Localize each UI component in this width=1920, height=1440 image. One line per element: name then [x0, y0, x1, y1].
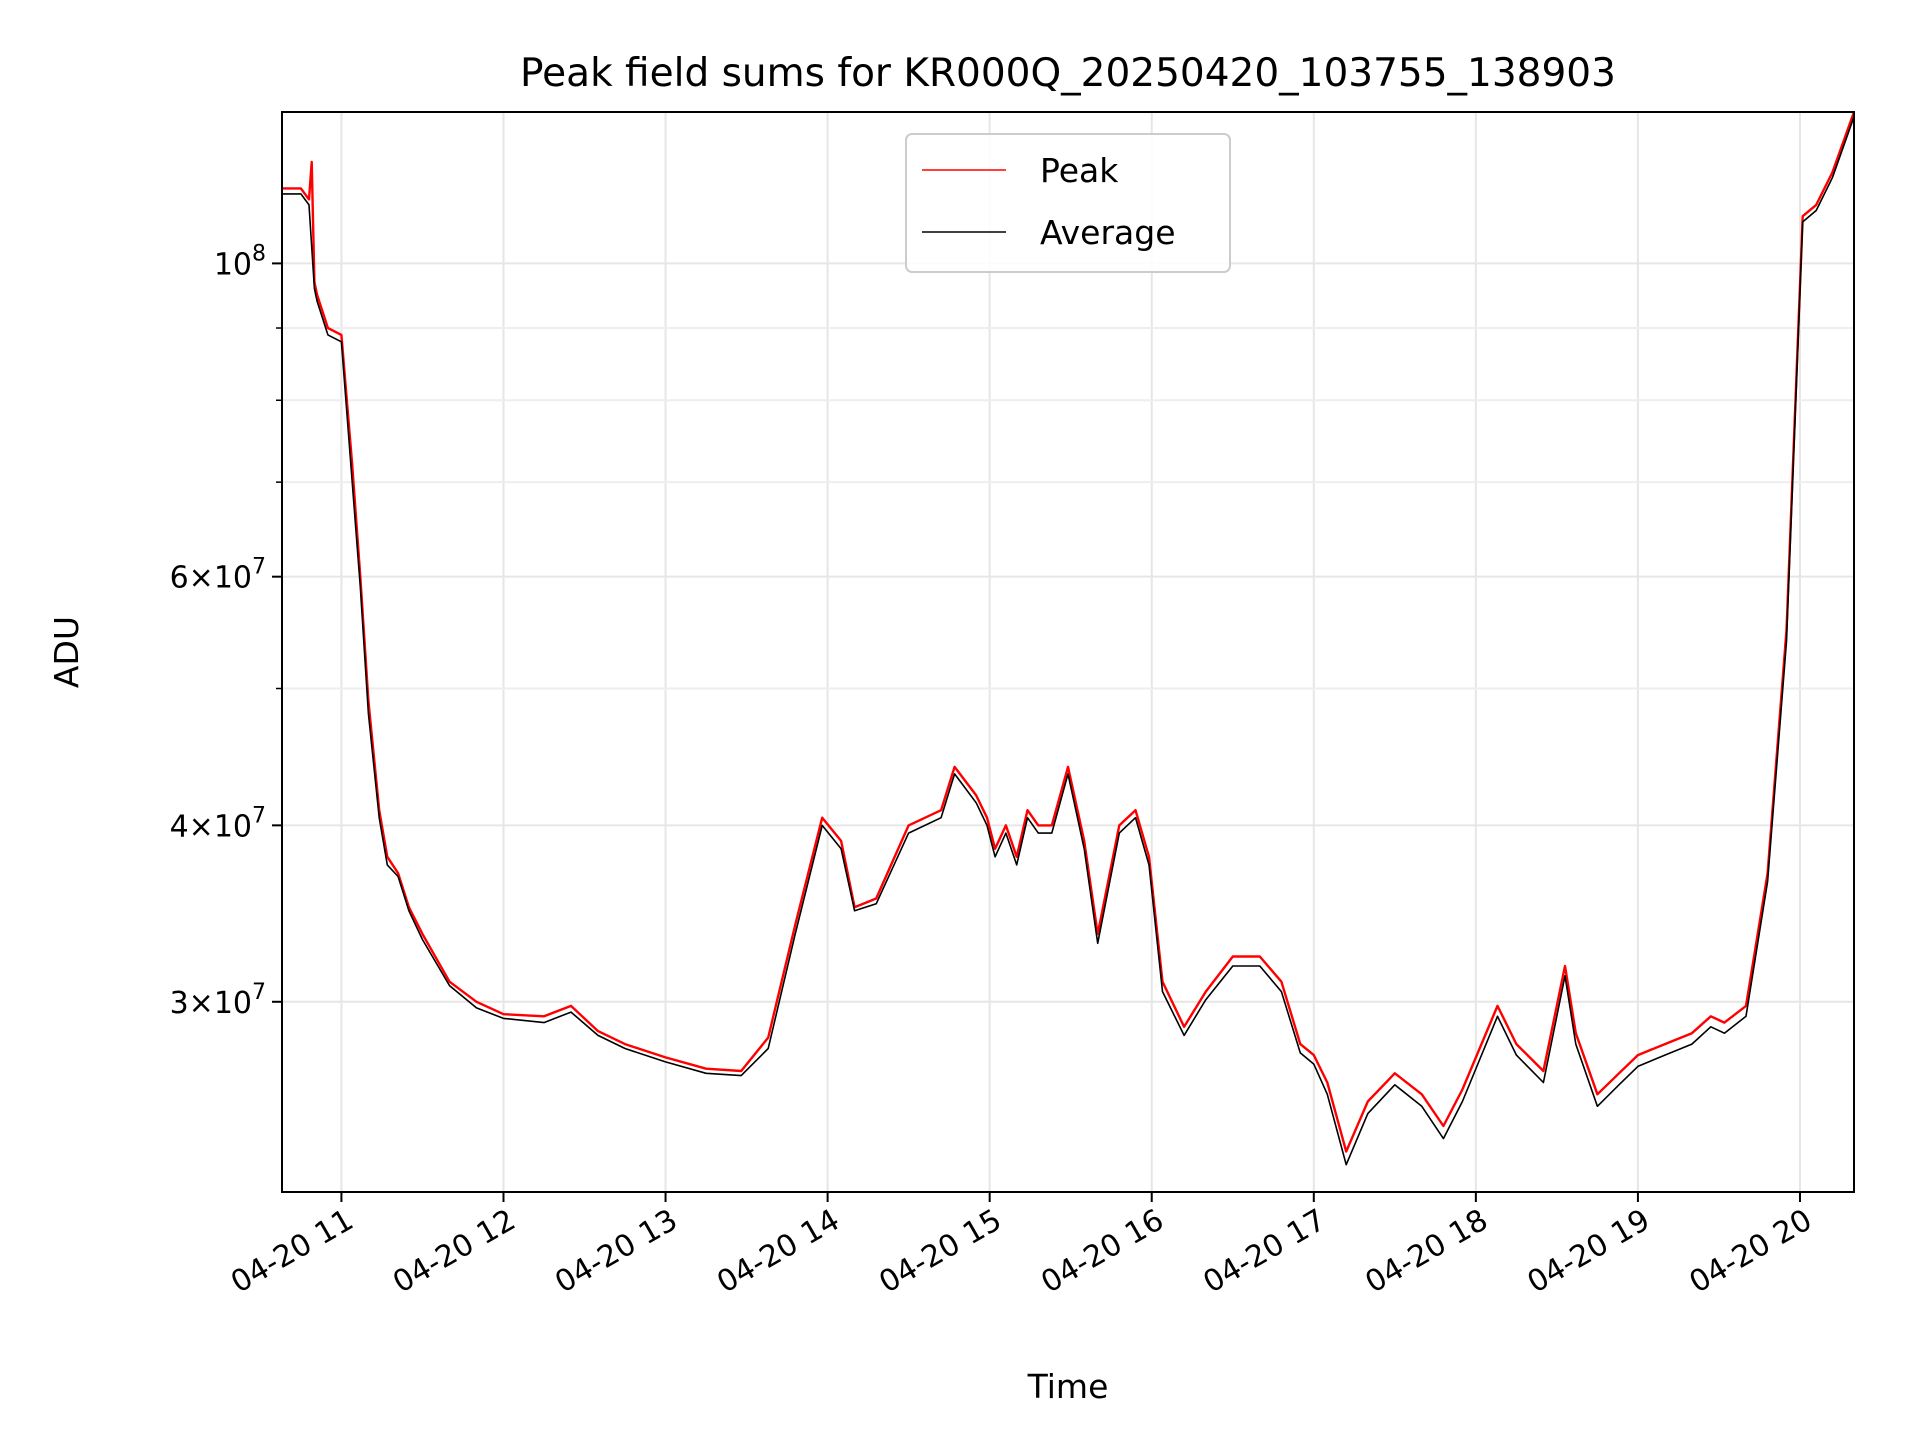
y-tick-exponent: 7 — [252, 803, 266, 828]
y-tick-exponent: 8 — [252, 241, 266, 266]
y-tick-base: 10 — [214, 809, 252, 844]
y-tick-exponent: 7 — [252, 980, 266, 1005]
y-tick-times: × — [189, 986, 214, 1021]
y-tick-label: 3×107 — [170, 980, 266, 1021]
plot-frame — [281, 111, 1855, 1193]
y-tick-times: × — [189, 561, 214, 596]
y-tick-mantissa: 3 — [170, 986, 189, 1021]
legend-label-average: Average — [1040, 213, 1176, 252]
legend: Peak Average — [905, 133, 1231, 273]
y-tick-base: 10 — [214, 561, 252, 596]
y-tick-base: 10 — [214, 247, 252, 282]
y-tick-mantissa: 4 — [170, 809, 189, 844]
y-tick-base: 10 — [214, 986, 252, 1021]
y-tick-exponent: 7 — [252, 555, 266, 580]
series-lines — [282, 111, 1856, 1166]
y-tick-mantissa: 6 — [170, 561, 189, 596]
legend-box — [905, 133, 1231, 273]
series-line-peak — [282, 111, 1856, 1153]
y-tick-label: 6×107 — [170, 555, 266, 596]
legend-label-peak: Peak — [1040, 151, 1119, 190]
chart-title: Peak field sums for KR000Q_20250420_1037… — [520, 51, 1616, 96]
x-axis-label: Time — [1027, 1367, 1109, 1406]
y-tick-label: 108 — [214, 241, 266, 282]
y-axis-label: ADU — [47, 616, 86, 688]
y-tick-times: × — [189, 809, 214, 844]
series-line-average — [282, 116, 1855, 1166]
y-tick-label: 4×107 — [170, 803, 266, 844]
